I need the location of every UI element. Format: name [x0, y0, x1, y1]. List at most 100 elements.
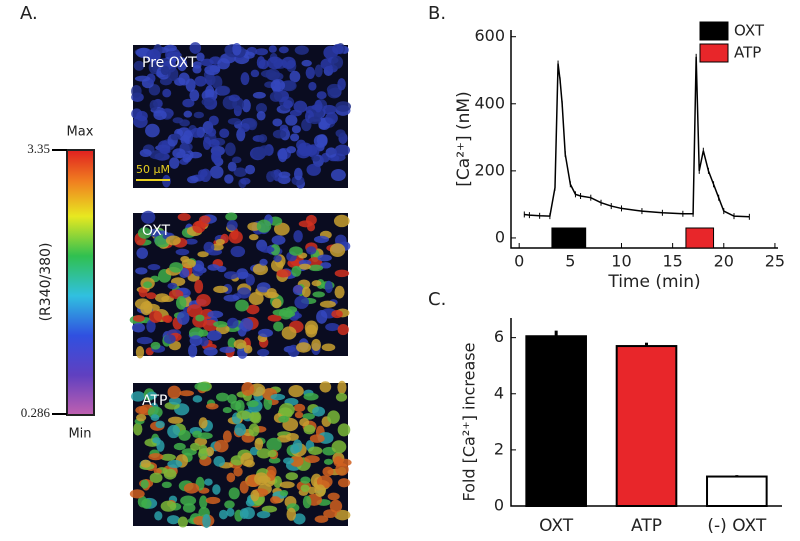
cell	[205, 446, 215, 457]
cell	[309, 434, 325, 443]
cell	[255, 48, 268, 56]
cell	[267, 314, 282, 322]
cell	[181, 258, 196, 269]
cell	[163, 334, 176, 344]
cell	[325, 112, 338, 125]
cell	[227, 393, 237, 404]
cell	[199, 215, 211, 224]
cell	[335, 101, 352, 112]
cell	[203, 241, 215, 253]
colorbar	[66, 149, 95, 416]
cell	[250, 489, 260, 502]
cell	[296, 342, 312, 353]
cell	[258, 328, 274, 338]
cell	[192, 395, 203, 403]
cell	[231, 156, 242, 164]
cell	[329, 499, 343, 513]
cell	[314, 515, 329, 523]
cell	[176, 295, 187, 310]
cell	[283, 100, 293, 109]
cell	[134, 75, 151, 82]
cell	[228, 487, 240, 500]
cell	[236, 268, 249, 280]
cell	[319, 381, 332, 393]
cell	[137, 227, 152, 239]
cell	[256, 219, 272, 233]
cell	[214, 439, 229, 453]
cell	[155, 420, 165, 429]
cell	[311, 104, 323, 111]
cell	[279, 481, 295, 489]
x-tick-label: 5	[565, 252, 575, 271]
cell	[140, 479, 149, 489]
image-label: Pre OXT	[142, 55, 197, 71]
cell	[215, 238, 225, 245]
cell	[205, 496, 221, 505]
cell	[145, 123, 160, 138]
cell	[134, 298, 150, 310]
cell	[254, 472, 269, 486]
cell	[175, 248, 190, 256]
cell	[192, 430, 202, 438]
cell	[266, 437, 282, 452]
colorbar-max: Max	[67, 125, 94, 140]
cell	[208, 139, 220, 148]
cell	[218, 509, 228, 520]
cell	[289, 109, 302, 117]
cell	[335, 392, 348, 402]
cell	[167, 424, 181, 439]
x-tick-label: 10	[611, 252, 631, 271]
cell	[207, 310, 224, 319]
cell	[150, 341, 161, 350]
cell	[270, 496, 281, 504]
colorbar-low: 0.286	[21, 405, 51, 420]
cell	[167, 282, 178, 290]
cell	[160, 65, 170, 76]
cell	[244, 459, 255, 468]
cell	[145, 49, 161, 63]
cell	[172, 148, 186, 159]
cell	[259, 246, 275, 253]
cell	[311, 280, 322, 287]
cell	[133, 422, 143, 436]
cell	[230, 455, 244, 466]
cell	[316, 310, 328, 324]
cell	[183, 130, 193, 144]
cell	[233, 466, 243, 477]
cell	[259, 258, 268, 266]
cell	[322, 466, 334, 477]
cell	[321, 104, 337, 115]
cell	[224, 174, 234, 184]
cell	[223, 271, 239, 280]
legend-swatch	[699, 43, 729, 63]
cell	[337, 380, 347, 395]
cell	[240, 72, 250, 86]
cell	[224, 45, 233, 55]
cell	[248, 233, 259, 241]
cell	[301, 286, 311, 298]
cell	[266, 56, 283, 70]
cell	[230, 245, 246, 258]
cell	[143, 281, 152, 288]
x-tick-label: (-) OXT	[707, 516, 766, 536]
cell	[248, 423, 260, 437]
cell	[195, 314, 205, 322]
cell	[131, 84, 142, 98]
y-tick-label: 0	[494, 496, 504, 515]
cell	[202, 514, 211, 529]
cell	[291, 125, 301, 134]
cell	[261, 505, 278, 513]
cell	[203, 347, 218, 356]
cell	[131, 391, 146, 402]
cell	[160, 453, 176, 461]
cell	[256, 282, 271, 293]
legend-swatch	[699, 21, 729, 41]
cell	[332, 43, 344, 55]
cell	[313, 134, 328, 148]
scale-bar-label: 50 μM	[136, 163, 170, 176]
cell	[173, 442, 186, 451]
cell	[192, 220, 206, 234]
cell	[293, 230, 303, 243]
cell	[193, 111, 205, 119]
cell	[227, 161, 237, 172]
